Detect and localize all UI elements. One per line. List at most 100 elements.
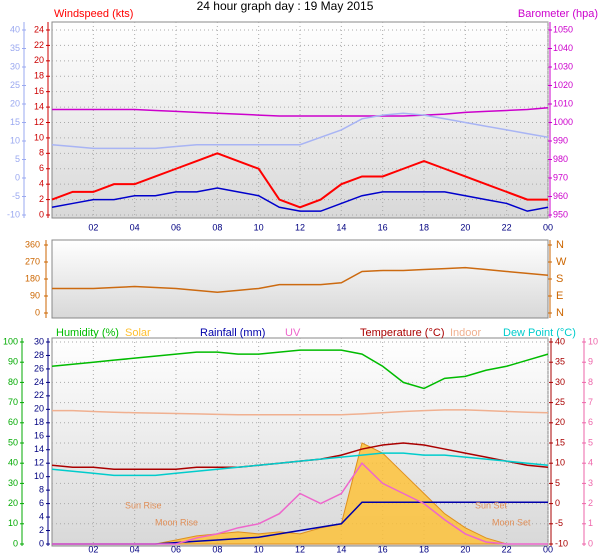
y-tick-label: 14 (34, 101, 44, 111)
y-tick-label: 5 (555, 478, 560, 488)
y-tick-label: 14 (34, 444, 44, 454)
y-tick-label: 2 (39, 525, 44, 535)
y-tick-label: 90 (8, 357, 18, 367)
y-tick-label: 35 (10, 43, 20, 53)
y-tick-label: -10 (555, 538, 568, 548)
y-tick-label: 6 (39, 498, 44, 508)
y-tick-label: 0 (588, 538, 593, 548)
y-tick-label: W (556, 256, 567, 268)
series-line (51, 187, 549, 212)
x-tick-label: 06 (171, 544, 181, 554)
x-tick-label: 04 (130, 222, 140, 232)
y-tick-label: 8 (588, 377, 593, 387)
panel-wind (51, 21, 549, 219)
y-tick-label: 18 (34, 417, 44, 427)
y-tick-label: N (556, 307, 564, 319)
y-tick-label: 270 (25, 256, 40, 266)
y-tick-label: 5 (15, 154, 20, 164)
y-tick-label: 10 (555, 458, 565, 468)
y-tick-label: 2 (588, 498, 593, 508)
x-tick-label: 12 (295, 544, 305, 554)
legend-label: Humidity (%) (56, 327, 119, 339)
x-tick-label: 14 (336, 544, 346, 554)
annotation: Moon Set (492, 517, 531, 527)
legend-label: Temperature (°C) (360, 327, 444, 339)
y-tick-label: 970 (553, 172, 568, 182)
x-tick-label: 06 (171, 222, 181, 232)
y-tick-label: -5 (555, 518, 563, 528)
y-tick-label: E (556, 290, 563, 302)
y-tick-label: 1050 (553, 24, 573, 34)
x-tick-label: 00 (543, 544, 553, 554)
y-tick-label: 8 (39, 485, 44, 495)
y-tick-label: 30 (8, 478, 18, 488)
y-tick-label: 20 (10, 98, 20, 108)
y-tick-label: 16 (34, 86, 44, 96)
y-tick-label: 1010 (553, 98, 573, 108)
y-tick-label: 20 (8, 498, 18, 508)
y-tick-label: 25 (555, 397, 565, 407)
y-tick-label: 12 (34, 458, 44, 468)
y-tick-label: 25 (10, 80, 20, 90)
y-tick-label: 2 (39, 194, 44, 204)
y-tick-label: 6 (588, 417, 593, 427)
x-tick-label: 10 (254, 222, 264, 232)
x-tick-label: 14 (336, 222, 346, 232)
series-line (52, 462, 548, 545)
x-tick-label: 02 (88, 222, 98, 232)
legend-label: Indoor (450, 327, 482, 339)
y-tick-label: 1 (588, 518, 593, 528)
x-tick-label: 20 (460, 222, 470, 232)
y-tick-label: 60 (8, 417, 18, 427)
series-line (51, 452, 549, 477)
y-tick-label: 0 (39, 538, 44, 548)
x-tick-label: 02 (88, 544, 98, 554)
y-tick-label: 24 (34, 377, 44, 387)
y-tick-label: 40 (8, 458, 18, 468)
series-line (51, 152, 548, 209)
y-tick-label: 16 (34, 431, 44, 441)
y-tick-label: 15 (10, 117, 20, 127)
y-tick-label: 90 (30, 290, 40, 300)
x-tick-label: 16 (378, 544, 388, 554)
annotation: Sun Set (475, 500, 508, 510)
y-tick-label: 18 (34, 71, 44, 81)
y-tick-label: 70 (8, 397, 18, 407)
y-tick-label: 990 (553, 135, 568, 145)
y-tick-label: 22 (34, 390, 44, 400)
series-line (52, 106, 549, 117)
y-tick-label: S (556, 273, 563, 285)
y-tick-label: 0 (39, 209, 44, 219)
y-tick-label: 30 (10, 61, 20, 71)
x-tick-label: 04 (130, 544, 140, 554)
y-tick-label: 4 (39, 511, 44, 521)
y-tick-label: 40 (555, 336, 565, 346)
y-tick-label: 0 (13, 538, 18, 548)
y-tick-label: 30 (555, 377, 565, 387)
y-tick-label: 0 (15, 172, 20, 182)
y-tick-label: 6 (39, 163, 44, 173)
series-line (52, 266, 549, 293)
y-tick-label: 100 (3, 336, 18, 346)
y-tick-label: 950 (553, 209, 568, 219)
y-tick-label: 960 (553, 191, 568, 201)
y-tick-label: -10 (7, 209, 20, 219)
x-tick-label: 16 (378, 222, 388, 232)
legend-label: Windspeed (kts) (54, 8, 133, 20)
legend-label: Dew Point (°C) (503, 327, 576, 339)
y-tick-label: 0 (35, 307, 40, 317)
series-line (51, 349, 549, 390)
y-tick-label: 26 (34, 363, 44, 373)
y-tick-label: 4 (39, 179, 44, 189)
y-tick-label: 1000 (553, 117, 573, 127)
y-tick-label: 1020 (553, 80, 573, 90)
x-tick-label: 08 (212, 222, 222, 232)
annotation: Sun Rise (125, 500, 162, 510)
y-tick-label: 0 (555, 498, 560, 508)
legend-label: Rainfall (mm) (200, 327, 265, 339)
y-tick-label: 7 (588, 397, 593, 407)
x-tick-label: 22 (502, 544, 512, 554)
y-tick-label: 9 (588, 357, 593, 367)
y-tick-label: 10 (10, 135, 20, 145)
